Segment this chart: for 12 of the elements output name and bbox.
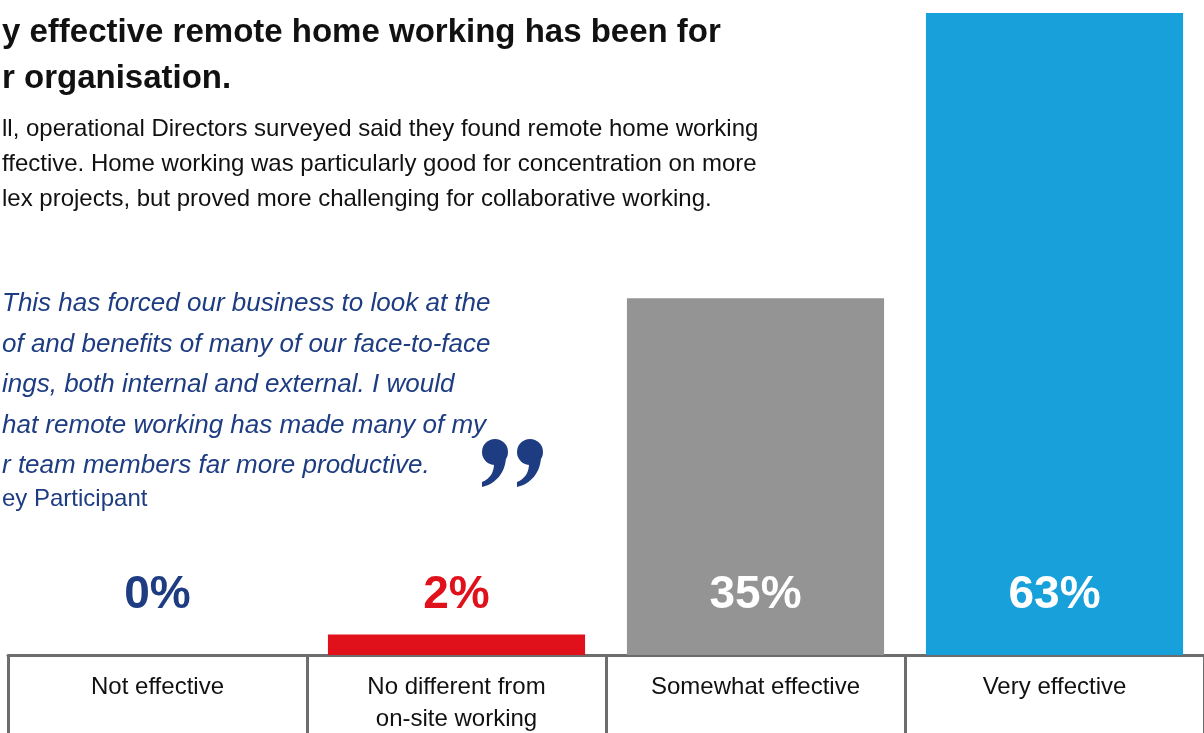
- data-label: 63%: [1008, 566, 1101, 618]
- text: ll, operational Directors surveyed said they found remote home working ffective. Home working was particularly good for concentration on more lex projects, but proved more challenging for collaborative working.: [2, 113, 760, 213]
- annotation: This has forced our business to look at the of and benefits of many of our face-to-face ings, both internal and external. I would hat remote working has made many of my r team members far more productive.: [2, 286, 491, 481]
- x-tick-label: Very effective: [982, 671, 1127, 699]
- data-label: 2%: [423, 566, 490, 618]
- data-label: 0%: [124, 566, 191, 618]
- data-label: 35%: [709, 566, 802, 618]
- text: y effective remote home working has been for r organisation.: [2, 11, 721, 97]
- x-tick-label: Not effective: [91, 671, 224, 699]
- annotation: ey Participant: [2, 483, 148, 513]
- x-tick-label: No different from on-site working: [367, 671, 546, 731]
- x-tick-label: Somewhat effective: [650, 671, 861, 699]
